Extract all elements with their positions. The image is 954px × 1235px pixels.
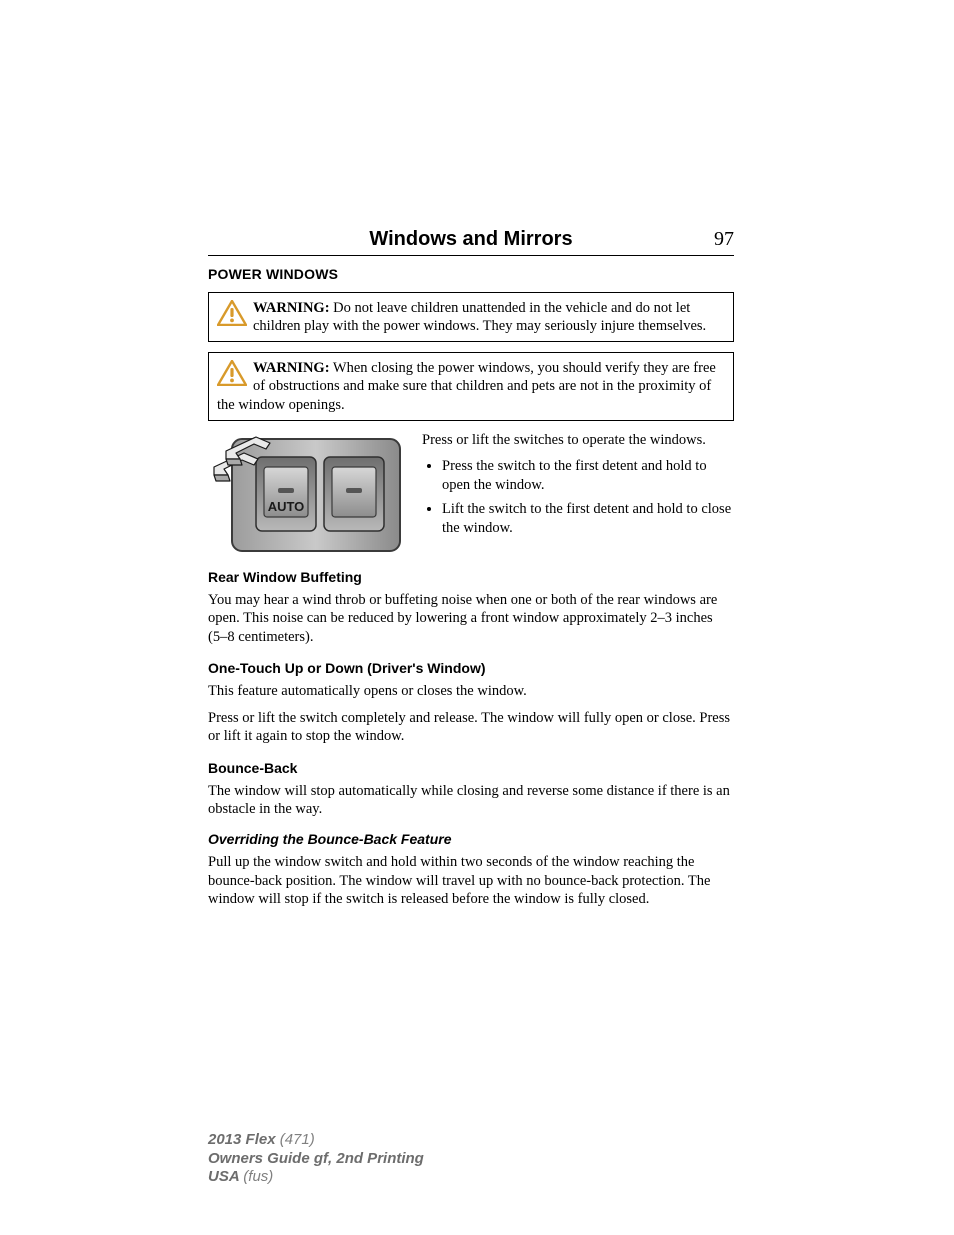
section-heading-one-touch: One-Touch Up or Down (Driver's Window) bbox=[208, 660, 734, 676]
list-item: Lift the switch to the first detent and … bbox=[442, 500, 734, 537]
warning-box: WARNING: Do not leave children unattende… bbox=[208, 292, 734, 342]
auto-label: AUTO bbox=[268, 499, 305, 514]
section-heading-override: Overriding the Bounce-Back Feature bbox=[208, 831, 734, 847]
footer-code: (471) bbox=[280, 1131, 315, 1148]
body-paragraph: The window will stop automatically while… bbox=[208, 782, 734, 819]
page-header: Windows and Mirrors 97 bbox=[208, 228, 734, 251]
footer-model: 2013 Flex bbox=[208, 1131, 280, 1148]
footer-line: Owners Guide gf, 2nd Printing bbox=[208, 1150, 424, 1169]
section-heading-rear-buffeting: Rear Window Buffeting bbox=[208, 569, 734, 585]
chapter-title: Windows and Mirrors bbox=[369, 228, 572, 251]
operation-row: AUTO Press or lift the switches to opera… bbox=[208, 431, 734, 555]
body-paragraph: Press or lift the switch completely and … bbox=[208, 709, 734, 746]
warning-label: WARNING: bbox=[253, 300, 330, 316]
warning-icon bbox=[217, 300, 247, 331]
header-rule bbox=[208, 255, 734, 256]
section-heading-bounce-back: Bounce-Back bbox=[208, 760, 734, 776]
list-item: Press the switch to the first detent and… bbox=[442, 457, 734, 494]
warning-icon bbox=[217, 360, 247, 391]
body-paragraph: Pull up the window switch and hold withi… bbox=[208, 853, 734, 909]
footer-region: USA bbox=[208, 1168, 243, 1185]
operation-text: Press or lift the switches to operate th… bbox=[422, 431, 734, 555]
page-number: 97 bbox=[714, 228, 734, 251]
body-paragraph: You may hear a wind throb or buffeting n… bbox=[208, 591, 734, 647]
section-heading-power-windows: POWER WINDOWS bbox=[208, 266, 734, 282]
body-paragraph: This feature automatically opens or clos… bbox=[208, 682, 734, 701]
manual-page: Windows and Mirrors 97 POWER WINDOWS WAR… bbox=[0, 0, 954, 1235]
window-switch-figure: AUTO bbox=[208, 431, 404, 555]
operation-intro: Press or lift the switches to operate th… bbox=[422, 431, 734, 450]
operation-bullets: Press the switch to the first detent and… bbox=[422, 457, 734, 537]
footer-line: 2013 Flex (471) bbox=[208, 1131, 424, 1150]
footer-guide: Owners Guide gf, 2nd Printing bbox=[208, 1150, 424, 1167]
page-footer: 2013 Flex (471) Owners Guide gf, 2nd Pri… bbox=[208, 1131, 424, 1187]
footer-region-code: (fus) bbox=[243, 1168, 273, 1185]
footer-line: USA (fus) bbox=[208, 1168, 424, 1187]
warning-label: WARNING: bbox=[253, 360, 330, 376]
warning-box: WARNING: When closing the power windows,… bbox=[208, 352, 734, 420]
